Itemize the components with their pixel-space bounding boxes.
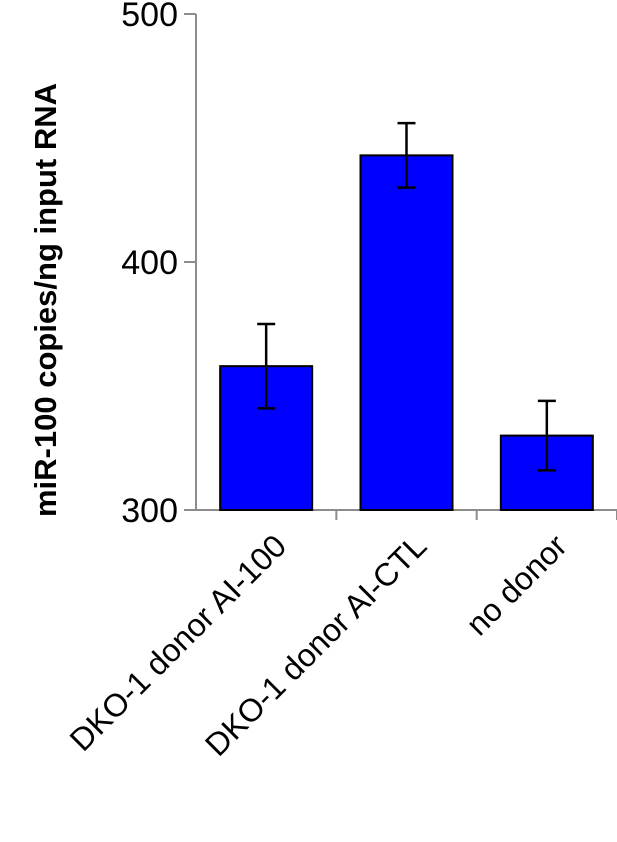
y-tick-label: 500 bbox=[121, 0, 178, 34]
y-tick-label: 400 bbox=[121, 244, 178, 282]
y-axis-title: miR-100 copies/ng input RNA bbox=[28, 83, 63, 517]
y-axis-title-group: miR-100 copies/ng input RNA bbox=[28, 83, 63, 517]
error-bars bbox=[257, 121, 556, 472]
y-axis-ticks: 300 400 500 bbox=[121, 0, 196, 530]
y-tick-label: 300 bbox=[121, 492, 178, 530]
bars bbox=[219, 154, 594, 512]
x-category-label: no donor bbox=[459, 527, 574, 642]
bar bbox=[359, 154, 454, 512]
